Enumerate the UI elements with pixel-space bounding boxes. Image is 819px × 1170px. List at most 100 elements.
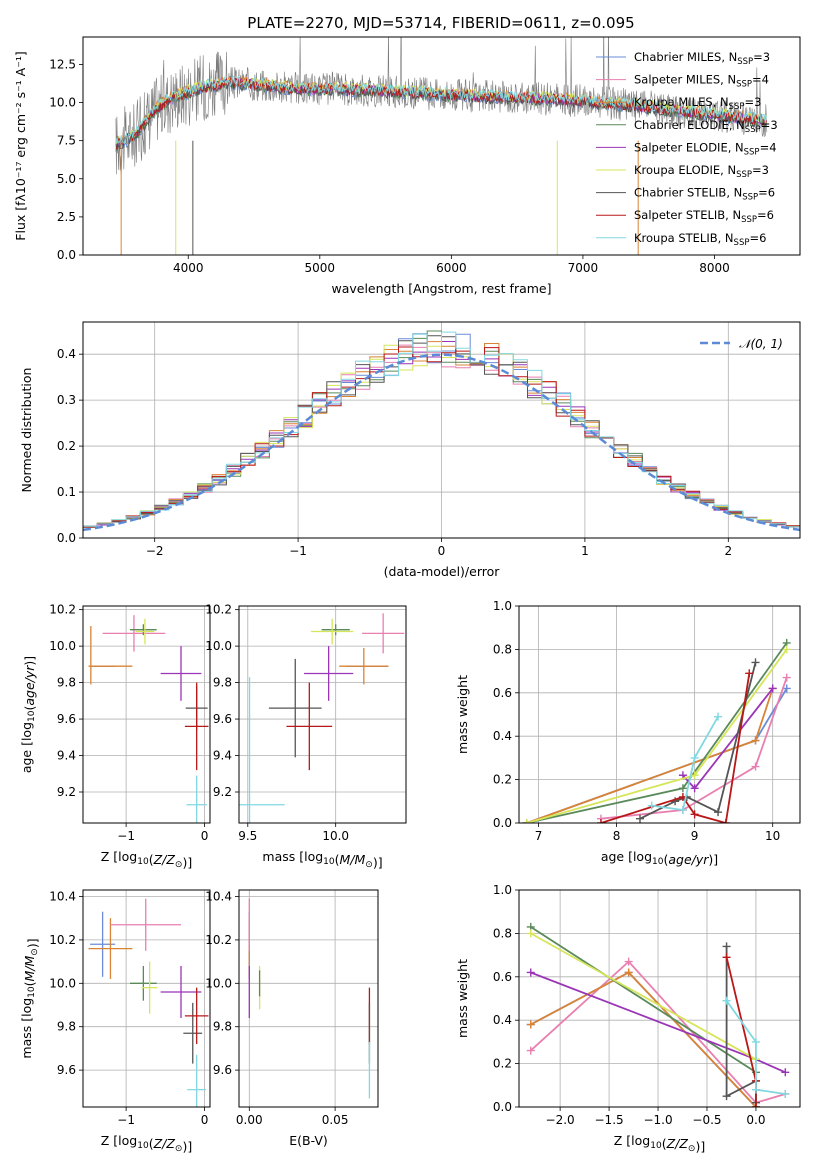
legend-entry: Chabrier ELODIE, NSSP=3 bbox=[634, 118, 778, 135]
model-spectrum bbox=[115, 77, 767, 150]
x-axis-label: mass [log10(M/M⊙)] bbox=[262, 849, 382, 870]
errorbar-point bbox=[339, 647, 389, 685]
plot-area bbox=[115, 37, 768, 255]
legend-text: Chabrier MILES, N bbox=[634, 50, 737, 64]
y-tick-label: 10.4 bbox=[205, 890, 232, 904]
legend-sub: SSP bbox=[744, 147, 760, 157]
y-tick-label: 1.0 bbox=[493, 883, 512, 897]
y-tick-label: 0.0 bbox=[57, 248, 76, 262]
y-tick-label: 9.6 bbox=[213, 1063, 232, 1077]
residual-histogram bbox=[83, 330, 800, 528]
y-tick-label: 9.6 bbox=[57, 1063, 76, 1077]
label-part: Z [log bbox=[614, 1133, 650, 1148]
y-tick-label: 10.0 bbox=[205, 639, 232, 653]
label-part: ⊙ bbox=[175, 860, 183, 870]
weight-point-marker bbox=[751, 658, 760, 667]
x-tick-label: 10 bbox=[765, 829, 780, 843]
weight-series-line bbox=[530, 932, 757, 1061]
x-tick-label: 4000 bbox=[173, 261, 204, 275]
plot-area bbox=[239, 613, 405, 823]
legend-entry: Kroupa ELODIE, NSSP=3 bbox=[634, 163, 769, 180]
y-axis-label: Flux [fλ10⁻¹⁷ erg cm⁻² s⁻¹ A⁻¹] bbox=[13, 51, 28, 240]
label-part: Z/Z bbox=[153, 1136, 176, 1151]
errorbar-point bbox=[102, 615, 166, 652]
weight-series-line bbox=[651, 716, 719, 812]
x-tick-label: 1 bbox=[581, 544, 589, 558]
plot-area bbox=[526, 922, 790, 1107]
axes-frame bbox=[238, 889, 379, 1108]
panel-mass-vs-Z: −1 09.69.810.010.210.4Z [log10(Z/Z⊙)]mass… bbox=[19, 889, 211, 1154]
x-tick-label: −1 bbox=[117, 1113, 135, 1127]
weight-point-marker bbox=[690, 810, 699, 819]
weight-point-marker bbox=[745, 669, 754, 678]
legend-sub: SSP bbox=[736, 80, 752, 90]
x-tick-label: 8 bbox=[613, 829, 621, 843]
legend-sub: SSP bbox=[742, 193, 758, 203]
axes-frame bbox=[518, 605, 801, 824]
y-tick-label: 0.4 bbox=[57, 347, 76, 361]
y-tick-label: 9.4 bbox=[57, 749, 76, 763]
panel-weight-vs-Z: −2.0 −1.5 −1.0 −0.5 0.0 0.0 0.2 0.4 0.6 0.8 1.0 Z [… bbox=[455, 883, 801, 1154]
x-tick-label: 0.00 bbox=[236, 1113, 263, 1127]
y-tick-label: 9.6 bbox=[213, 712, 232, 726]
panel-mass-vs-ebv: 0.00 0.05 9.6 9.8 10.0 10.2 10.4 E(B-V) bbox=[205, 889, 379, 1148]
plot-area bbox=[522, 638, 791, 823]
label-part: 10 bbox=[27, 986, 37, 998]
legend-text: Kroupa MILES, N bbox=[634, 95, 729, 109]
label-part: ( bbox=[335, 852, 340, 867]
label-part: ( bbox=[22, 981, 37, 986]
legend-entry: Salpeter ELODIE, NSSP=4 bbox=[634, 140, 777, 157]
weight-point-marker bbox=[782, 684, 791, 693]
legend-sub: SSP bbox=[729, 102, 745, 112]
x-tick-label: −0.5 bbox=[692, 1113, 721, 1127]
x-tick-label: 9.5 bbox=[238, 829, 257, 843]
y-tick-label: 10.4 bbox=[49, 890, 76, 904]
legend-entry: Kroupa MILES, NSSP=3 bbox=[634, 95, 761, 112]
x-axis-label: wavelength [Angstrom, rest frame] bbox=[331, 281, 551, 296]
legend-sub: SSP bbox=[736, 170, 752, 180]
weight-point-marker bbox=[624, 968, 633, 977]
y-tick-label: 9.6 bbox=[57, 712, 76, 726]
weight-point-marker bbox=[751, 736, 760, 745]
weight-point-marker bbox=[751, 1037, 760, 1046]
label-part: 10 bbox=[652, 857, 664, 867]
x-tick-label: 7 bbox=[535, 829, 543, 843]
y-tick-label: 10.2 bbox=[205, 933, 232, 947]
x-axis-label: Z [log10(Z/Z⊙)] bbox=[101, 849, 192, 870]
weight-point-marker bbox=[722, 996, 731, 1005]
label-part: ( bbox=[22, 706, 37, 711]
errorbar-point bbox=[187, 1054, 207, 1107]
legend-text: Salpeter ELODIE, N bbox=[634, 140, 744, 154]
axes-frame bbox=[82, 36, 801, 256]
label-part: 10 bbox=[323, 857, 335, 867]
weight-point-marker bbox=[751, 1085, 760, 1094]
weight-point-marker bbox=[678, 784, 687, 793]
y-tick-label: 0.6 bbox=[493, 970, 512, 984]
y-tick-label: 10.0 bbox=[49, 976, 76, 990]
label-part: )] bbox=[695, 1139, 705, 1154]
x-tick-label: 0.05 bbox=[322, 1113, 349, 1127]
weight-point-marker bbox=[781, 1089, 790, 1098]
weight-point-marker bbox=[721, 819, 730, 823]
weight-series-line bbox=[725, 946, 757, 1103]
label-part: ( bbox=[149, 1136, 154, 1151]
weight-point-marker bbox=[690, 753, 699, 762]
weight-point-marker bbox=[781, 1068, 790, 1077]
label-part: )] bbox=[373, 855, 383, 870]
y-tick-label: 0.0 bbox=[57, 531, 76, 545]
errorbar-point bbox=[110, 898, 181, 951]
legend-entry: 𝒩(0, 1) bbox=[739, 337, 783, 351]
weight-series-line bbox=[725, 1000, 786, 1095]
y-axis-label: Normed distribution bbox=[19, 368, 34, 493]
errorbar-point bbox=[311, 618, 354, 645]
errorbar-point bbox=[135, 618, 155, 645]
label-part: age/yr bbox=[668, 852, 709, 867]
weight-point-marker bbox=[714, 808, 723, 817]
errorbar-point bbox=[88, 918, 133, 979]
weight-point-marker bbox=[768, 684, 777, 693]
plot-area bbox=[88, 615, 209, 823]
legend-text: Salpeter MILES, N bbox=[634, 73, 736, 87]
errorbar-point bbox=[286, 682, 333, 771]
errorbar-point bbox=[268, 658, 322, 758]
x-tick-label: 0 bbox=[201, 1113, 209, 1127]
